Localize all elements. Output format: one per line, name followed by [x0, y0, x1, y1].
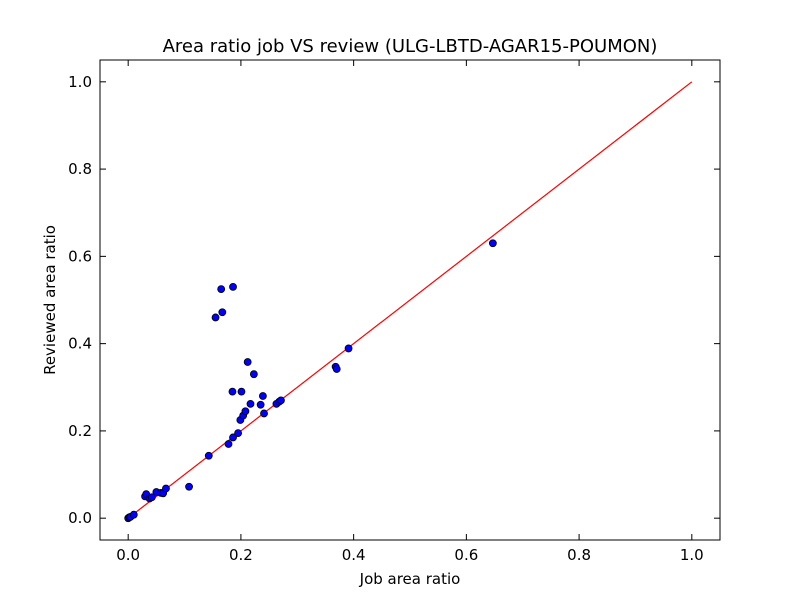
- points-layer: [124, 239, 497, 523]
- x-tick-label-3: 0.6: [454, 546, 478, 564]
- data-point-26: [243, 358, 252, 366]
- y-tick-label-2: 0.4: [68, 335, 92, 353]
- data-point-17: [224, 440, 233, 448]
- data-point-38: [488, 239, 497, 248]
- data-point-37: [344, 344, 353, 353]
- y-tick-label-1: 0.2: [68, 422, 92, 440]
- data-point-19: [228, 387, 237, 396]
- data-point-23: [237, 387, 246, 396]
- data-point-20: [229, 433, 237, 442]
- x-tick-label-5: 1.0: [680, 546, 704, 564]
- data-point-16: [218, 308, 227, 317]
- ticks-layer: 0.0 0.2 0.4 0.6 0.8 1.0 0.0 0.2 0.4 0.6 0.8 1.0: [68, 60, 720, 564]
- y-axis-label: Reviewed area ratio: [41, 225, 59, 375]
- data-point-36: [332, 365, 341, 373]
- data-point-14: [211, 313, 220, 322]
- y-tick-label-4: 0.8: [68, 160, 92, 178]
- data-point-18: [229, 283, 237, 291]
- y-tick-label-0: 0.0: [68, 509, 92, 527]
- reference-line: [127, 81, 693, 519]
- data-point-11: [162, 484, 170, 493]
- data-point-31: [260, 409, 268, 418]
- data-point-30: [258, 392, 267, 400]
- x-axis-label: Job area ratio: [359, 570, 461, 588]
- data-point-28: [249, 370, 258, 379]
- data-point-13: [204, 451, 213, 460]
- data-point-12: [185, 482, 193, 491]
- data-point-21: [234, 429, 242, 437]
- x-tick-label-2: 0.4: [342, 546, 366, 564]
- y-tick-label-3: 0.6: [68, 247, 92, 265]
- data-point-25: [241, 407, 250, 416]
- x-tick-label-1: 0.2: [229, 546, 253, 564]
- data-point-27: [246, 399, 255, 408]
- reference-line-layer: [127, 81, 693, 519]
- chart-title: Area ratio job VS review (ULG-LBTD-AGAR1…: [163, 36, 658, 57]
- data-point-7: [147, 493, 156, 502]
- data-point-3: [129, 510, 138, 519]
- y-tick-label-5: 1.0: [68, 73, 92, 91]
- x-tick-label-0: 0.0: [116, 546, 140, 564]
- plot-frame: [99, 59, 721, 541]
- data-point-34: [277, 396, 285, 405]
- data-point-15: [217, 285, 226, 293]
- data-point-29: [256, 400, 265, 409]
- x-tick-label-4: 0.8: [567, 546, 591, 564]
